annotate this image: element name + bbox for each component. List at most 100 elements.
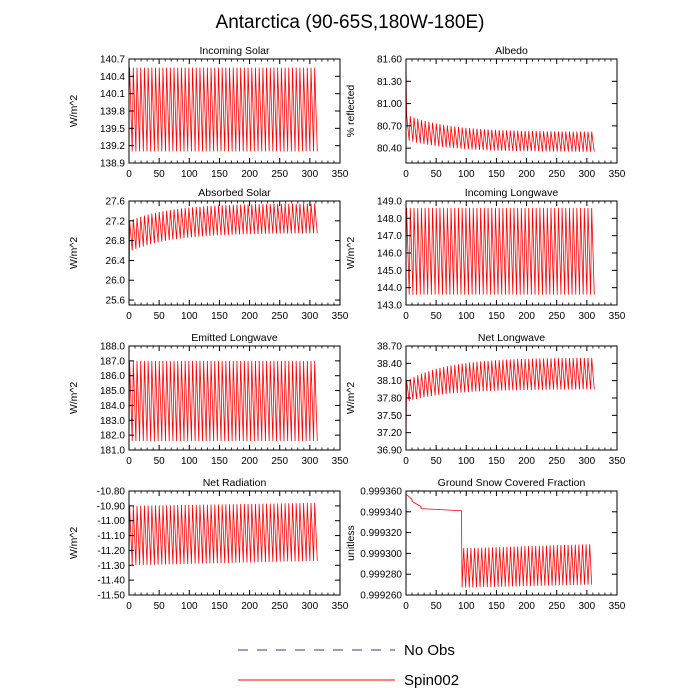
y-tick-label-6-incoming-solar: 140.7 (100, 55, 125, 66)
series-line-spin002-net-longwave (406, 357, 595, 445)
y-tick-label-2-incoming-solar: 139.5 (100, 124, 125, 135)
panel-incoming-longwave: Incoming Longwave W/m^2 0 50 100 150 200 250 300… (345, 187, 626, 322)
x-tick-label-50-net-radiation: 50 (154, 601, 166, 612)
panels: Incoming Solar W/m^2 0 50 100 150 200 250 300 350… (68, 45, 626, 612)
y-tick-label-0-incoming-solar: 138.9 (100, 159, 125, 170)
y-tick-label-3-net-radiation: -11.20 (97, 546, 125, 557)
y-tick-label-1-emitted-longwave: 182.0 (100, 431, 125, 442)
y-tick-label-5-incoming-longwave: 148.0 (377, 214, 402, 225)
x-tick-label-300-incoming-solar: 300 (302, 169, 319, 180)
x-tick-label-300-ground-snow-covered-fraction: 300 (579, 601, 596, 612)
x-tick-label-350-albedo: 350 (609, 169, 626, 180)
x-tick-label-200-incoming-longwave: 200 (518, 311, 535, 322)
y-tick-label-2-emitted-longwave: 183.0 (100, 416, 125, 427)
panel-title-albedo: Albedo (495, 45, 528, 57)
y-tick-label-7-emitted-longwave: 188.0 (100, 342, 125, 353)
x-tick-label-350-absorbed-solar: 350 (332, 311, 349, 322)
y-tick-label-5-incoming-solar: 140.4 (100, 72, 125, 83)
x-tick-label-200-emitted-longwave: 200 (241, 456, 258, 467)
y-tick-label-4-incoming-solar: 140.1 (100, 89, 125, 100)
series-line-spin002-net-radiation (129, 502, 318, 566)
ylabel-emitted-longwave: W/m^2 (68, 382, 80, 415)
y-tick-label-0-net-radiation: -11.50 (97, 591, 125, 602)
x-tick-label-150-net-longwave: 150 (488, 456, 505, 467)
y-tick-label-5-ground-snow-covered-fraction: 0.999360 (360, 487, 402, 498)
y-tick-label-3-incoming-longwave: 146.0 (377, 249, 402, 260)
ylabel-net-radiation: W/m^2 (68, 527, 80, 560)
x-tick-label-50-net-longwave: 50 (431, 456, 443, 467)
x-tick-label-50-emitted-longwave: 50 (154, 456, 166, 467)
x-tick-label-100-albedo: 100 (458, 169, 475, 180)
y-tick-label-4-albedo: 81.60 (377, 55, 402, 66)
x-tick-label-350-net-longwave: 350 (609, 456, 626, 467)
y-tick-label-2-albedo: 81.00 (377, 99, 402, 110)
y-tick-label-1-net-radiation: -11.40 (97, 576, 125, 587)
y-tick-label-1-incoming-solar: 139.2 (100, 141, 125, 152)
x-tick-label-350-net-radiation: 350 (332, 601, 349, 612)
y-tick-label-3-ground-snow-covered-fraction: 0.999320 (360, 528, 402, 539)
x-tick-label-200-incoming-solar: 200 (241, 169, 258, 180)
y-tick-label-0-ground-snow-covered-fraction: 0.999260 (360, 591, 402, 602)
x-tick-label-100-emitted-longwave: 100 (181, 456, 198, 467)
y-tick-label-5-net-radiation: -11.00 (97, 516, 125, 527)
x-tick-label-350-ground-snow-covered-fraction: 350 (609, 601, 626, 612)
x-tick-label-250-albedo: 250 (548, 169, 565, 180)
x-tick-label-50-incoming-longwave: 50 (431, 311, 443, 322)
panel-title-net-radiation: Net Radiation (203, 477, 267, 489)
x-tick-label-150-incoming-longwave: 150 (488, 311, 505, 322)
x-tick-label-0-incoming-longwave: 0 (403, 311, 409, 322)
panel-title-ground-snow-covered-fraction: Ground Snow Covered Fraction (438, 477, 586, 489)
x-tick-label-200-albedo: 200 (518, 169, 535, 180)
legend-no-obs-label: No Obs (404, 642, 455, 659)
x-tick-label-350-emitted-longwave: 350 (332, 456, 349, 467)
x-tick-label-250-ground-snow-covered-fraction: 250 (548, 601, 565, 612)
x-tick-label-0-net-radiation: 0 (126, 601, 132, 612)
y-tick-label-0-emitted-longwave: 181.0 (100, 446, 125, 457)
x-tick-label-100-incoming-longwave: 100 (458, 311, 475, 322)
y-tick-label-3-incoming-solar: 139.8 (100, 107, 125, 118)
panel-title-incoming-longwave: Incoming Longwave (465, 187, 559, 199)
y-tick-label-6-incoming-longwave: 149.0 (377, 197, 402, 208)
x-tick-label-150-net-radiation: 150 (211, 601, 228, 612)
plot-frame-ground-snow-covered-fraction (405, 490, 618, 596)
series-line-spin002-emitted-longwave (129, 360, 318, 443)
x-tick-label-50-ground-snow-covered-fraction: 50 (431, 601, 443, 612)
x-tick-label-200-absorbed-solar: 200 (241, 311, 258, 322)
y-tick-label-4-ground-snow-covered-fraction: 0.999340 (360, 507, 402, 518)
y-tick-label-4-net-longwave: 38.10 (377, 376, 402, 387)
x-tick-label-50-absorbed-solar: 50 (154, 311, 166, 322)
x-tick-label-100-ground-snow-covered-fraction: 100 (458, 601, 475, 612)
x-tick-label-0-ground-snow-covered-fraction: 0 (403, 601, 409, 612)
x-tick-label-350-incoming-solar: 350 (332, 169, 349, 180)
panel-absorbed-solar: Absorbed Solar W/m^2 0 50 100 150 200 250 300 350… (68, 187, 349, 322)
plot-frame-net-longwave (405, 345, 618, 451)
panel-net-longwave: Net Longwave W/m^2 0 50 100 150 200 250 300 350 36… (345, 332, 626, 467)
x-tick-label-0-albedo: 0 (403, 169, 409, 180)
x-tick-label-250-net-radiation: 250 (271, 601, 288, 612)
x-tick-label-200-net-radiation: 200 (241, 601, 258, 612)
x-tick-label-300-albedo: 300 (579, 169, 596, 180)
y-tick-label-1-net-longwave: 37.20 (377, 428, 402, 439)
x-tick-label-200-net-longwave: 200 (518, 456, 535, 467)
plot-frame-albedo (405, 58, 618, 164)
y-tick-label-1-ground-snow-covered-fraction: 0.999280 (360, 570, 402, 581)
x-tick-label-150-absorbed-solar: 150 (211, 311, 228, 322)
x-tick-label-300-emitted-longwave: 300 (302, 456, 319, 467)
panel-title-emitted-longwave: Emitted Longwave (191, 332, 278, 344)
y-tick-label-2-net-radiation: -11.30 (97, 561, 125, 572)
x-tick-label-300-absorbed-solar: 300 (302, 311, 319, 322)
x-tick-label-150-emitted-longwave: 150 (211, 456, 228, 467)
x-tick-label-100-net-radiation: 100 (181, 601, 198, 612)
panel-net-radiation: Net Radiation W/m^2 0 50 100 150 200 250 300 350 -… (68, 477, 349, 612)
figure-title: Antarctica (90-65S,180W-180E) (216, 12, 485, 33)
y-tick-label-6-net-longwave: 38.70 (377, 342, 402, 353)
x-tick-label-0-absorbed-solar: 0 (126, 311, 132, 322)
y-tick-label-3-net-longwave: 37.80 (377, 394, 402, 405)
series-line-spin002-absorbed-solar (129, 203, 318, 305)
panel-incoming-solar: Incoming Solar W/m^2 0 50 100 150 200 250 300 350… (68, 45, 349, 180)
panel-ground-snow-covered-fraction: Ground Snow Covered Fraction unitless 0 50 1… (345, 477, 626, 612)
panel-title-absorbed-solar: Absorbed Solar (198, 187, 271, 199)
y-tick-label-6-net-radiation: -10.90 (97, 501, 126, 512)
x-tick-label-0-net-longwave: 0 (403, 456, 409, 467)
